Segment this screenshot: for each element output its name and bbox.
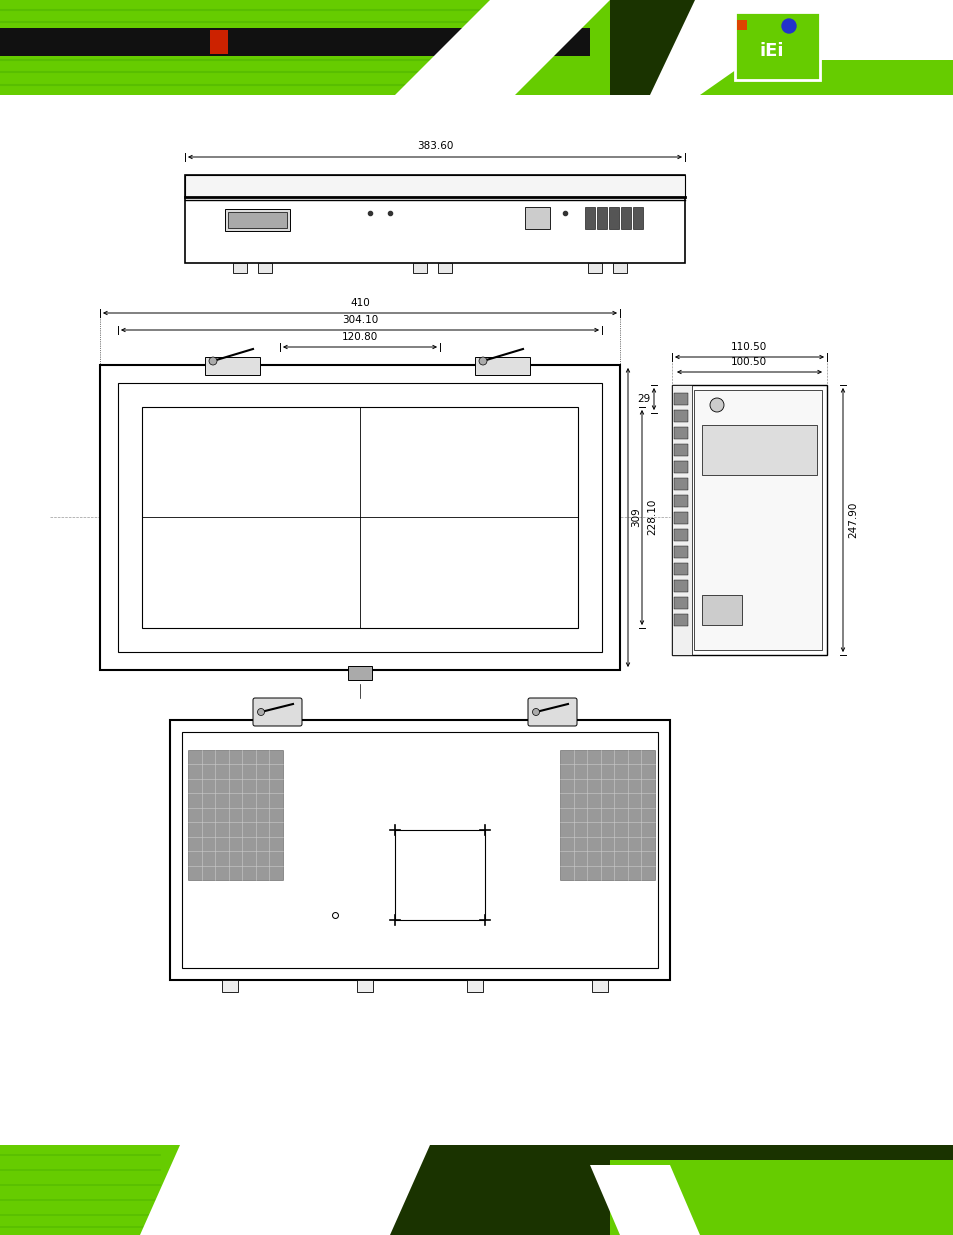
Circle shape: [781, 19, 795, 33]
Bar: [673, 445, 687, 456]
Text: 228.10: 228.10: [646, 499, 657, 535]
Bar: [701, 595, 741, 625]
Bar: [0, 0, 619, 95]
Bar: [210, 30, 228, 54]
Bar: [182, 732, 658, 968]
Bar: [467, 981, 482, 992]
Bar: [673, 563, 687, 576]
Text: 100: 100: [503, 866, 514, 884]
Bar: [228, 212, 287, 228]
Text: 410: 410: [350, 298, 370, 308]
Text: 383.60: 383.60: [416, 141, 453, 151]
Bar: [524, 207, 550, 228]
Bar: [671, 385, 826, 655]
Bar: [673, 513, 687, 524]
Circle shape: [532, 709, 539, 715]
Circle shape: [478, 357, 486, 366]
Bar: [673, 546, 687, 558]
Bar: [633, 207, 642, 228]
Bar: [620, 207, 630, 228]
Bar: [559, 750, 655, 881]
Polygon shape: [395, 0, 609, 95]
Bar: [437, 263, 452, 273]
Bar: [348, 666, 372, 680]
Bar: [673, 580, 687, 592]
Text: 110.50: 110.50: [730, 342, 766, 352]
Bar: [118, 383, 601, 652]
Bar: [0, 28, 589, 56]
Bar: [734, 12, 820, 80]
Bar: [597, 207, 606, 228]
Bar: [609, 1160, 953, 1235]
Circle shape: [709, 398, 723, 412]
Text: 309: 309: [630, 508, 640, 527]
Bar: [673, 614, 687, 626]
Bar: [671, 385, 691, 655]
Bar: [673, 461, 687, 473]
Bar: [356, 981, 373, 992]
Bar: [701, 425, 816, 475]
Bar: [673, 495, 687, 508]
Text: 100.50: 100.50: [730, 357, 766, 367]
Bar: [225, 209, 290, 231]
Polygon shape: [589, 1165, 700, 1235]
Bar: [257, 263, 272, 273]
Bar: [584, 207, 595, 228]
Bar: [205, 357, 260, 375]
Bar: [395, 830, 484, 920]
Text: 29: 29: [638, 394, 650, 404]
Polygon shape: [140, 1145, 430, 1235]
Bar: [613, 263, 626, 273]
Text: ®Technology Corp.: ®Technology Corp.: [829, 44, 949, 58]
Bar: [185, 175, 684, 198]
Bar: [0, 1145, 953, 1235]
Bar: [0, 0, 953, 95]
Bar: [673, 393, 687, 405]
Bar: [700, 0, 953, 95]
Bar: [609, 0, 953, 95]
Bar: [737, 20, 746, 30]
Bar: [693, 390, 821, 650]
FancyBboxPatch shape: [253, 698, 302, 726]
Bar: [592, 981, 607, 992]
Bar: [222, 981, 237, 992]
Bar: [142, 408, 578, 629]
Bar: [185, 175, 684, 263]
Bar: [0, 1145, 379, 1235]
Text: 120.80: 120.80: [341, 332, 377, 342]
Circle shape: [257, 709, 264, 715]
Bar: [413, 263, 427, 273]
Bar: [475, 357, 530, 375]
Bar: [587, 263, 601, 273]
Bar: [673, 597, 687, 609]
Polygon shape: [649, 0, 953, 95]
Bar: [608, 207, 618, 228]
Bar: [673, 478, 687, 490]
Bar: [673, 427, 687, 438]
Bar: [170, 720, 669, 981]
Text: 304.10: 304.10: [341, 315, 377, 325]
Bar: [100, 366, 619, 671]
Bar: [673, 529, 687, 541]
Bar: [233, 263, 247, 273]
Text: 100: 100: [430, 802, 450, 811]
Bar: [673, 410, 687, 422]
Text: iEi: iEi: [759, 42, 783, 61]
FancyBboxPatch shape: [527, 698, 577, 726]
Text: 247.90: 247.90: [847, 501, 857, 538]
Circle shape: [209, 357, 216, 366]
Bar: [188, 750, 283, 881]
